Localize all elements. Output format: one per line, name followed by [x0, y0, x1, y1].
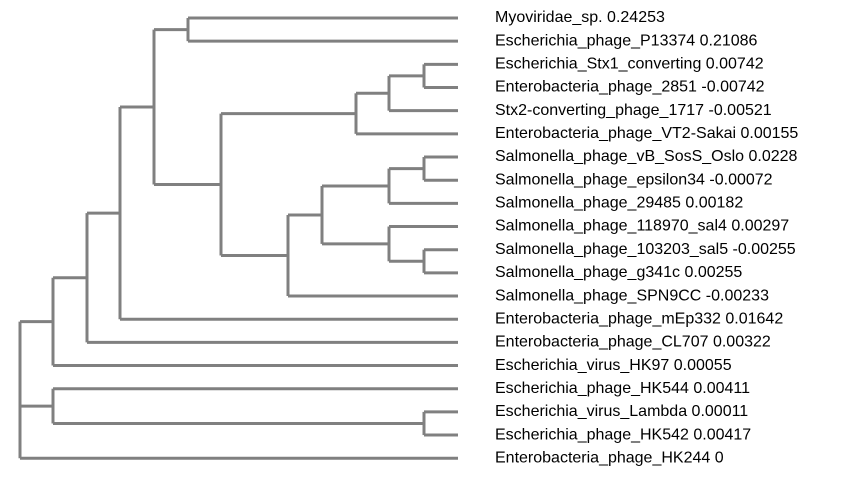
leaf-label: Enterobacteria_phage_HK244 0 — [495, 449, 724, 466]
leaf-label: Escherichia_phage_P13374 0.21086 — [495, 32, 758, 49]
leaf-label: Salmonella_phage_29485 0.00182 — [495, 195, 743, 212]
leaf-label: Stx2-converting_phage_1717 -0.00521 — [495, 102, 772, 119]
leaf-label: Escherichia_virus_Lambda 0.00011 — [495, 403, 748, 420]
leaf-label: Salmonella_phage_103203_sal5 -0.00255 — [495, 241, 796, 258]
leaf-label: Salmonella_phage_vB_SosS_Oslo 0.0228 — [495, 148, 798, 165]
leaf-label: Escherichia_phage_HK542 0.00417 — [495, 426, 751, 443]
tree-branches — [18, 16, 458, 460]
leaf-label: Escherichia_phage_HK544 0.00411 — [495, 380, 750, 397]
tree-leaf-labels: Myoviridae_sp. 0.24253 Escherichia_phage_… — [495, 9, 798, 466]
leaf-label: Enterobacteria_phage_CL707 0.00322 — [495, 334, 771, 351]
leaf-label: Enterobacteria_phage_2851 -0.00742 — [495, 79, 765, 96]
leaf-label: Escherichia_virus_HK97 0.00055 — [495, 357, 732, 374]
leaf-label: Salmonella_phage_g341c 0.00255 — [495, 264, 742, 281]
leaf-label: Escherichia_Stx1_converting 0.00742 — [495, 56, 764, 73]
leaf-label: Enterobacteria_phage_VT2-Sakai 0.00155 — [495, 125, 798, 142]
leaf-label: Enterobacteria_phage_mEp332 0.01642 — [495, 310, 783, 327]
leaf-label: Myoviridae_sp. 0.24253 — [495, 9, 665, 26]
leaf-label: Salmonella_phage_118970_sal4 0.00297 — [495, 218, 789, 235]
leaf-label: Salmonella_phage_epsilon34 -0.00072 — [495, 171, 773, 188]
leaf-label: Salmonella_phage_SPN9CC -0.00233 — [495, 287, 769, 304]
